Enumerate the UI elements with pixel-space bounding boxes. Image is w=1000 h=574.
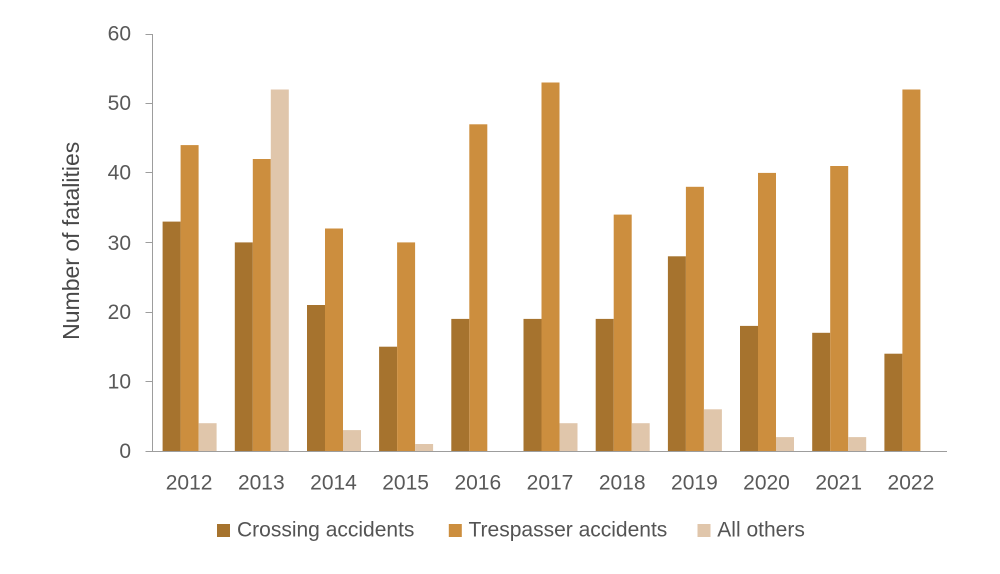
svg-text:0: 0 (119, 440, 131, 463)
svg-text:2014: 2014 (310, 472, 357, 495)
svg-text:2018: 2018 (599, 472, 646, 495)
svg-text:20: 20 (108, 301, 131, 324)
svg-text:2013: 2013 (238, 472, 285, 495)
svg-text:2015: 2015 (382, 472, 429, 495)
svg-text:2017: 2017 (527, 472, 574, 495)
svg-text:10: 10 (108, 370, 131, 393)
svg-text:2021: 2021 (815, 472, 862, 495)
svg-text:50: 50 (108, 92, 131, 115)
svg-text:2019: 2019 (671, 472, 718, 495)
svg-text:Number of fatalities: Number of fatalities (58, 142, 84, 340)
svg-text:60: 60 (108, 23, 131, 46)
svg-text:2020: 2020 (743, 472, 790, 495)
svg-text:2012: 2012 (166, 472, 213, 495)
svg-text:2022: 2022 (888, 472, 935, 495)
svg-text:Trespasser accidents: Trespasser accidents (469, 519, 668, 542)
svg-text:All others: All others (717, 519, 805, 542)
svg-text:Crossing accidents: Crossing accidents (237, 519, 414, 542)
svg-text:30: 30 (108, 232, 131, 255)
svg-text:40: 40 (108, 162, 131, 185)
svg-text:2016: 2016 (454, 472, 501, 495)
